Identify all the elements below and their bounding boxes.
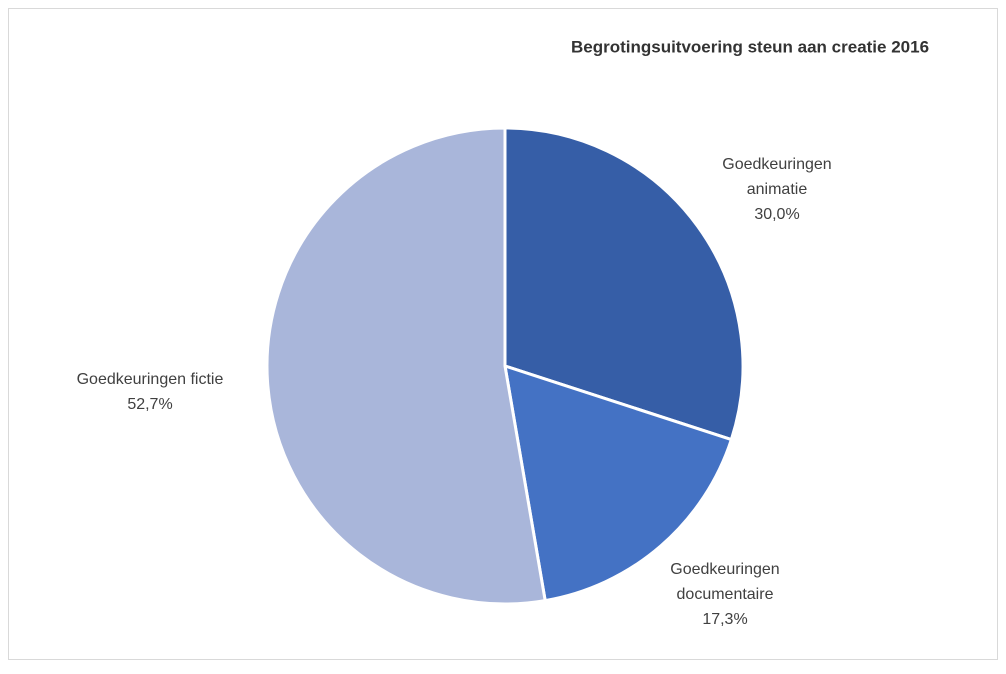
chart-title: Begrotingsuitvoering steun aan creatie 2… xyxy=(571,37,929,56)
slice-value-label: 52,7% xyxy=(127,396,172,413)
pie-slice xyxy=(265,126,547,606)
slice-label: Goedkeuringen fictie xyxy=(77,371,224,388)
slice-label: Goedkeuringen documentaire xyxy=(670,561,779,603)
pie-slice xyxy=(503,363,734,603)
slice-value-label: 30,0% xyxy=(754,206,799,223)
pie-slice xyxy=(503,126,745,442)
slice-value-label: 17,3% xyxy=(702,611,747,628)
slice-label: Goedkeuringen animatie xyxy=(722,156,831,198)
